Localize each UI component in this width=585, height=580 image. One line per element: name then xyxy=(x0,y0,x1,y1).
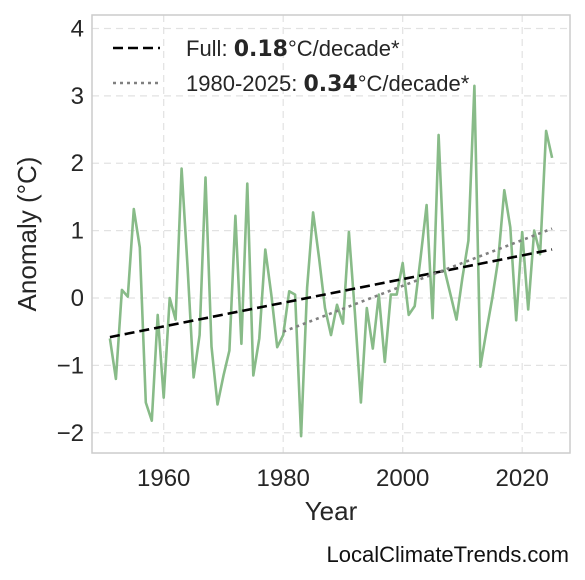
y-tick-labels: −2 −1 0 1 2 3 4 xyxy=(57,15,84,446)
y-tick-label: 2 xyxy=(71,150,84,177)
x-tick-label: 2020 xyxy=(496,465,549,492)
y-tick-label: −1 xyxy=(57,352,84,379)
x-tick-label: 1960 xyxy=(137,465,190,492)
legend-full-prefix: Full: xyxy=(186,36,234,61)
plot-frame xyxy=(91,14,571,454)
legend-full-suffix: °C/decade* xyxy=(288,36,400,61)
x-tick-label: 2000 xyxy=(376,465,429,492)
series-layer xyxy=(108,84,554,438)
trend-layer xyxy=(109,227,553,339)
legend-recent-value: 0.34 xyxy=(303,72,357,97)
series-line-0 xyxy=(108,84,554,438)
trendline-1 xyxy=(282,227,553,333)
x-axis-label: Year xyxy=(305,496,358,526)
legend: Full: 0.18°C/decade* 1980-2025: 0.34°C/d… xyxy=(113,36,470,97)
y-tick-label: 4 xyxy=(71,15,84,42)
y-axis-label: Anomaly (°C) xyxy=(12,157,42,312)
trendline-0 xyxy=(109,248,553,339)
y-tick-label: −2 xyxy=(57,420,84,447)
legend-recent-prefix: 1980-2025: xyxy=(186,71,303,96)
legend-full-value: 0.18 xyxy=(234,37,288,62)
y-tick-label: 3 xyxy=(71,83,84,110)
legend-entry-recent: 1980-2025: 0.34°C/decade* xyxy=(186,71,470,97)
legend-entry-full: Full: 0.18°C/decade* xyxy=(186,36,400,62)
y-tick-label: 0 xyxy=(71,285,84,312)
y-tick-label: 1 xyxy=(71,218,84,245)
y-gridlines xyxy=(92,27,570,434)
legend-recent-suffix: °C/decade* xyxy=(358,71,470,96)
x-tick-label: 1980 xyxy=(257,465,310,492)
x-tick-labels: 1960 1980 2000 2020 xyxy=(137,465,549,492)
watermark: LocalClimateTrends.com xyxy=(326,542,570,567)
